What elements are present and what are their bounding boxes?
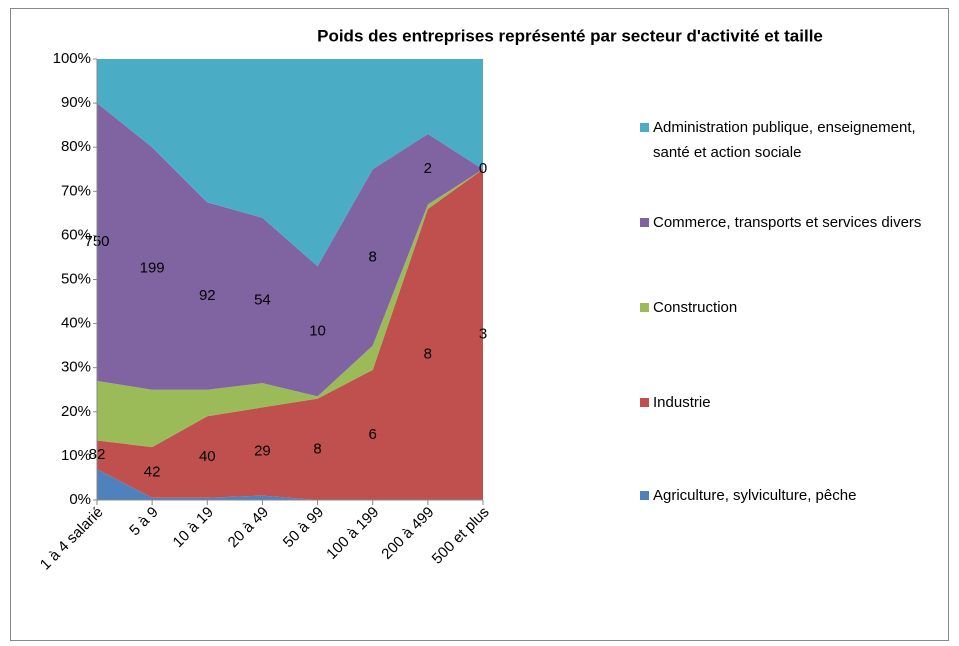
legend-item: Industrie: [640, 390, 940, 415]
legend-label: Industrie: [653, 394, 711, 411]
x-tick-label: 500 et plus: [429, 504, 493, 568]
data-label: 199: [140, 259, 165, 276]
legend-item: Agriculture, sylviculture, pêche: [640, 483, 940, 508]
legend-swatch: [640, 303, 649, 312]
chart-border: [10, 8, 949, 641]
data-label: 8: [369, 248, 377, 265]
legend-item: Administration publique, enseignement, s…: [640, 115, 940, 165]
legend-label: Commerce, transports et services divers: [653, 214, 922, 231]
area: [97, 103, 483, 397]
area: [97, 169, 483, 448]
x-tick-label: 10 à 19: [170, 504, 217, 551]
legend-label: Agriculture, sylviculture, pêche: [653, 487, 857, 504]
legend-swatch: [640, 491, 649, 500]
data-label: 10: [309, 322, 326, 339]
area: [97, 169, 483, 500]
y-tick-label: 10%: [61, 447, 91, 464]
data-label: 0: [479, 160, 487, 177]
y-tick-label: 40%: [61, 315, 91, 332]
y-tick-label: 80%: [61, 138, 91, 155]
data-label: 29: [254, 442, 271, 459]
y-tick-label: 50%: [61, 270, 91, 287]
y-tick-label: 30%: [61, 359, 91, 376]
area: [97, 59, 483, 267]
y-tick-label: 20%: [61, 403, 91, 420]
legend-swatch: [640, 218, 649, 227]
y-tick-label: 90%: [61, 94, 91, 111]
data-label: 8: [313, 440, 321, 457]
y-tick-label: 60%: [61, 226, 91, 243]
legend-swatch: [640, 398, 649, 407]
legend-label: Construction: [653, 299, 738, 316]
data-label: 6: [369, 426, 377, 443]
x-tick-label: 20 à 49: [225, 504, 272, 551]
area: [97, 469, 483, 500]
x-tick-label: 1 à 4 salarié: [37, 504, 107, 574]
x-tick-label: 50 à 99: [280, 504, 327, 551]
x-tick-label: 100 à 199: [323, 504, 382, 563]
legend-label: Administration publique, enseignement, s…: [653, 119, 916, 161]
x-tick-label: 5 à 9: [126, 504, 162, 540]
x-tick-label: 200 à 499: [378, 504, 437, 563]
legend-swatch: [640, 123, 649, 132]
y-tick-label: 100%: [53, 50, 91, 67]
data-label: 8: [424, 345, 432, 362]
data-label: 40: [199, 448, 216, 465]
legend-item: Commerce, transports et services divers: [640, 210, 940, 235]
data-label: 42: [144, 463, 161, 480]
chart-title: Poids des entreprises représenté par sec…: [317, 26, 823, 45]
y-tick-label: 0%: [69, 491, 91, 508]
data-label: 92: [199, 287, 216, 304]
data-label: 54: [254, 291, 271, 308]
data-label: 2: [424, 160, 432, 177]
legend-item: Construction: [640, 295, 940, 320]
data-label: 3: [479, 326, 487, 343]
y-tick-label: 70%: [61, 182, 91, 199]
